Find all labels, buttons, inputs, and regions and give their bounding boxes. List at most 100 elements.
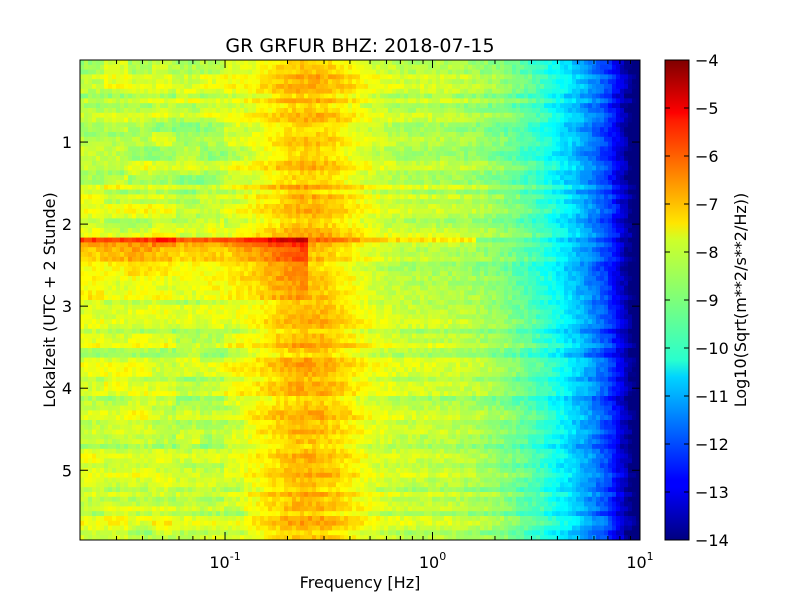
heatmap-cell xyxy=(560,223,565,229)
heatmap-cell xyxy=(448,184,453,191)
heatmap-cell xyxy=(448,93,453,99)
heatmap-cell xyxy=(484,108,489,114)
heatmap-cell xyxy=(188,199,193,205)
heatmap-cell xyxy=(120,184,125,191)
heatmap-cells xyxy=(80,60,640,540)
heatmap-cell xyxy=(116,64,121,71)
heatmap-cell xyxy=(504,204,509,210)
heatmap-cell xyxy=(384,93,389,99)
heatmap-cell xyxy=(484,184,489,191)
heatmap-cell xyxy=(128,108,133,114)
heatmap-cell xyxy=(340,204,345,210)
heatmap-cell xyxy=(508,79,513,85)
heatmap-cell xyxy=(548,204,553,210)
heatmap-cell xyxy=(556,151,561,157)
heatmap-cell xyxy=(596,204,601,210)
heatmap-cell xyxy=(404,160,409,167)
heatmap-cell xyxy=(548,79,553,85)
heatmap-cell xyxy=(108,228,113,234)
heatmap-cell xyxy=(564,74,569,80)
heatmap-cell xyxy=(124,146,129,152)
heatmap-cell xyxy=(416,156,421,162)
heatmap-cell xyxy=(180,141,185,147)
heatmap-cell xyxy=(376,122,381,128)
heatmap-cell xyxy=(548,189,553,195)
heatmap-cell xyxy=(140,93,145,99)
heatmap-cell xyxy=(456,127,461,133)
heatmap-cell xyxy=(180,199,185,205)
heatmap-cell xyxy=(604,117,609,123)
heatmap-cell xyxy=(232,180,237,186)
heatmap-cell xyxy=(452,218,457,224)
heatmap-cell xyxy=(348,122,353,128)
heatmap-cell xyxy=(168,213,173,219)
heatmap-cell xyxy=(220,180,225,186)
heatmap-cell xyxy=(420,199,425,205)
heatmap-cell xyxy=(244,213,249,219)
heatmap-cell xyxy=(236,170,241,176)
heatmap-cell xyxy=(344,122,349,128)
heatmap-cell xyxy=(592,151,597,157)
heatmap-cell xyxy=(100,218,105,224)
heatmap-cell xyxy=(532,117,537,123)
heatmap-cell xyxy=(96,122,101,128)
heatmap-cell xyxy=(120,170,125,176)
heatmap-cell xyxy=(208,141,213,147)
heatmap-cell xyxy=(564,93,569,99)
heatmap-cell xyxy=(256,127,261,133)
heatmap-cell xyxy=(480,156,485,162)
heatmap-cell xyxy=(380,199,385,205)
heatmap-cell xyxy=(96,136,101,143)
heatmap-cell xyxy=(204,93,209,99)
heatmap-cell xyxy=(608,160,613,167)
heatmap-cell xyxy=(488,127,493,133)
heatmap-cell xyxy=(384,79,389,85)
heatmap-cell xyxy=(580,132,585,138)
heatmap-cell xyxy=(404,103,409,109)
heatmap-cell xyxy=(272,60,277,66)
heatmap-cell xyxy=(584,208,589,215)
heatmap-cell xyxy=(332,84,337,90)
heatmap-cell xyxy=(284,117,289,123)
heatmap-cell xyxy=(132,151,137,157)
heatmap-cell xyxy=(240,69,245,75)
heatmap-cell xyxy=(444,88,449,95)
heatmap-cell xyxy=(492,170,497,176)
heatmap-cell xyxy=(256,93,261,99)
heatmap-cell xyxy=(432,189,437,195)
heatmap-cell xyxy=(340,160,345,167)
heatmap-cell xyxy=(312,69,317,75)
heatmap-cell xyxy=(488,180,493,186)
heatmap-cell xyxy=(448,74,453,80)
heatmap-cell xyxy=(600,98,605,104)
heatmap-cell xyxy=(156,127,161,133)
heatmap-cell xyxy=(456,175,461,181)
heatmap-cell xyxy=(360,84,365,90)
heatmap-cell xyxy=(412,108,417,114)
heatmap-cell xyxy=(584,199,589,205)
heatmap-cell xyxy=(292,170,297,176)
heatmap-cell xyxy=(420,112,425,119)
heatmap-cell xyxy=(436,175,441,181)
heatmap-cell xyxy=(180,223,185,229)
heatmap-cell xyxy=(528,208,533,215)
heatmap-cell xyxy=(348,180,353,186)
heatmap-cell xyxy=(536,184,541,191)
heatmap-cell xyxy=(392,223,397,229)
heatmap-cell xyxy=(620,112,625,119)
heatmap-cell xyxy=(620,60,625,66)
heatmap-cell xyxy=(344,74,349,80)
heatmap-cell xyxy=(440,93,445,99)
heatmap-cell xyxy=(96,117,101,123)
heatmap-cell xyxy=(164,189,169,195)
heatmap-cell xyxy=(600,146,605,152)
heatmap-cell xyxy=(392,204,397,210)
heatmap-cell xyxy=(536,194,541,200)
heatmap-cell xyxy=(532,122,537,128)
heatmap-cell xyxy=(292,79,297,85)
heatmap-cell xyxy=(104,146,109,152)
heatmap-cell xyxy=(552,151,557,157)
heatmap-cell xyxy=(420,93,425,99)
heatmap-cell xyxy=(616,103,621,109)
heatmap-cell xyxy=(180,194,185,200)
